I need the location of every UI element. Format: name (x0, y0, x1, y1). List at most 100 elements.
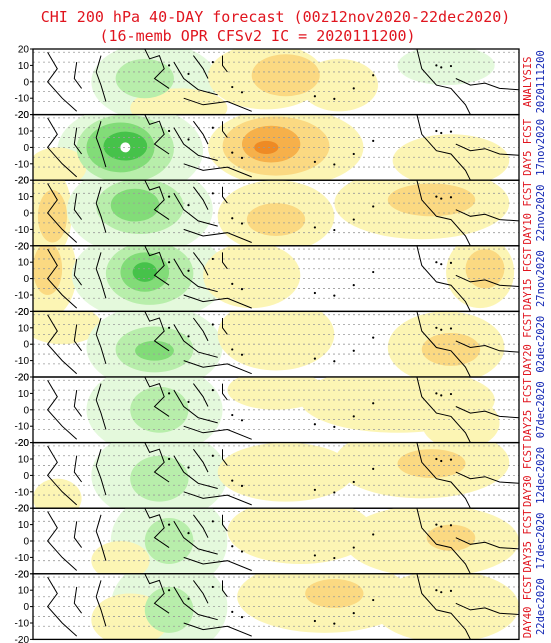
y-tick-label: -20 (15, 635, 30, 643)
y-tick-label: 0 (23, 405, 29, 416)
island (240, 484, 244, 487)
y-tick-label: 0 (23, 340, 29, 351)
shading-field (33, 442, 519, 509)
shading-patch (130, 455, 189, 502)
coastline (183, 97, 252, 112)
island (187, 204, 190, 207)
island (240, 91, 244, 94)
coastline (455, 471, 519, 484)
island (231, 151, 234, 154)
y-tick-label: -10 (15, 94, 30, 105)
panel-label: ANALYSIS (522, 57, 534, 108)
coastline (95, 580, 107, 627)
island (352, 152, 355, 156)
coastline (95, 121, 107, 168)
coastline (144, 49, 170, 89)
island (352, 284, 355, 287)
coastline (144, 442, 170, 483)
coastline (46, 380, 78, 440)
island (187, 532, 190, 535)
y-tick-label: 10 (18, 127, 30, 138)
coastline (46, 576, 78, 637)
island (167, 457, 171, 461)
shading-patch (33, 478, 82, 509)
shading-patch (115, 58, 174, 99)
coastline (183, 163, 252, 178)
island (211, 585, 214, 589)
island (372, 336, 375, 339)
island (449, 392, 453, 396)
island (352, 546, 355, 549)
coastline (222, 449, 228, 466)
coastline (144, 311, 170, 352)
y-tick-label: -20 (15, 241, 30, 252)
island (435, 523, 438, 526)
panel-label: DAY30 FCST (522, 443, 534, 507)
y-tick-label: 0 (23, 537, 29, 548)
island (187, 597, 190, 600)
island (240, 353, 244, 356)
y-tick-label: 10 (18, 455, 30, 466)
panel-label: DAY10 FCST (522, 181, 534, 245)
panel-date: 02dec2020 (535, 316, 547, 373)
island (333, 622, 336, 625)
island (231, 610, 234, 613)
y-tick-label: 0 (23, 209, 29, 220)
island (187, 72, 190, 76)
forecast-panel: 20 10 0 -10 -20 DAY20 FCST 02dec2020 (15, 307, 547, 384)
y-tick-label: -10 (15, 225, 30, 236)
island (372, 139, 375, 142)
coastline (183, 622, 252, 637)
island (231, 217, 234, 220)
panel-date: 22nov2020 (535, 185, 547, 242)
shading-field (33, 377, 519, 443)
coastline (173, 193, 218, 227)
island (372, 533, 375, 536)
coastline (192, 120, 209, 145)
shading-patch (110, 188, 160, 222)
shading-field (33, 180, 519, 246)
island (231, 282, 234, 285)
y-tick-label: 10 (18, 323, 30, 334)
shading-patch (426, 524, 476, 551)
coastline (192, 186, 209, 210)
coastline (144, 180, 170, 221)
island (231, 348, 234, 351)
island (372, 270, 375, 274)
coastline (183, 556, 252, 571)
coastline (455, 274, 519, 287)
shading-patch (91, 541, 150, 574)
shading-patch (397, 49, 495, 86)
island (313, 291, 316, 295)
coastline (455, 78, 519, 91)
island (449, 196, 453, 199)
island (435, 195, 438, 198)
island (352, 218, 355, 221)
island (211, 389, 214, 392)
island (333, 163, 336, 166)
y-tick-label: 0 (23, 471, 29, 482)
y-tick-label: -20 (15, 373, 30, 384)
island (440, 263, 443, 266)
coastline (173, 389, 218, 424)
island (449, 261, 453, 264)
coastline (46, 511, 78, 571)
island (449, 130, 453, 133)
panel-date: 2020111200 (535, 50, 547, 113)
coastline (455, 602, 519, 615)
y-tick-label: 10 (18, 586, 30, 597)
island (435, 64, 438, 67)
y-tick-label: -20 (15, 176, 30, 187)
y-tick-label: 0 (23, 274, 29, 285)
island (333, 556, 336, 560)
shading-patch (305, 579, 364, 608)
island (313, 423, 316, 426)
y-tick-label: 20 (18, 110, 30, 121)
y-tick-label: -10 (15, 422, 30, 433)
y-tick-label: -10 (15, 487, 30, 498)
y-tick-label: 10 (18, 389, 30, 400)
coastline (73, 455, 83, 483)
coastline (95, 383, 107, 430)
island (449, 589, 453, 592)
